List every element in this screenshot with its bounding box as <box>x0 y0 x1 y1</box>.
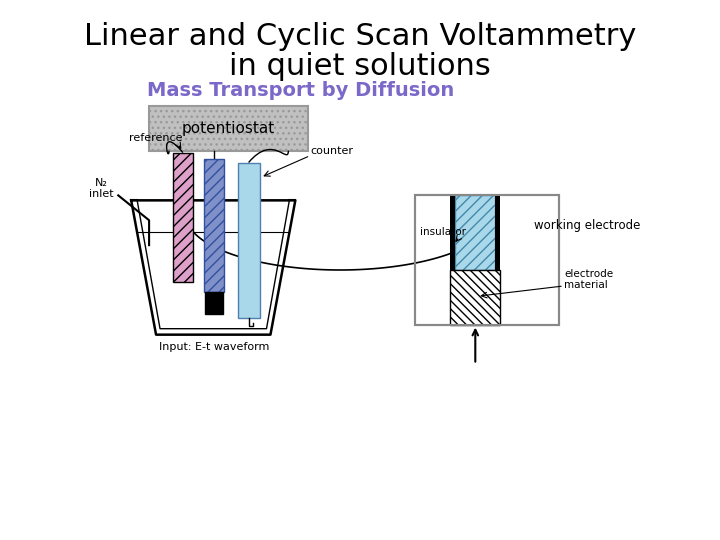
Bar <box>451 195 456 271</box>
Bar <box>415 195 559 325</box>
Text: working electrode: working electrode <box>534 219 641 232</box>
Text: in quiet solutions: in quiet solutions <box>229 51 491 80</box>
Text: Mass Transport by Diffusion: Mass Transport by Diffusion <box>147 82 454 100</box>
Text: electrode
material: electrode material <box>564 269 613 291</box>
Text: counter: counter <box>310 146 354 156</box>
Text: Linear and Cyclic Scan Voltammetry: Linear and Cyclic Scan Voltammetry <box>84 22 636 51</box>
Bar <box>451 271 500 325</box>
Bar <box>456 195 495 271</box>
Bar <box>415 195 559 325</box>
Bar <box>204 292 222 314</box>
Bar <box>495 195 500 271</box>
Text: insulator: insulator <box>420 227 466 237</box>
Bar <box>238 163 259 318</box>
Bar <box>149 106 308 151</box>
Text: Input: E-t waveform: Input: E-t waveform <box>158 342 269 352</box>
Text: potentiostat: potentiostat <box>182 121 275 136</box>
Text: N₂
inlet: N₂ inlet <box>89 178 114 199</box>
Bar <box>204 159 224 292</box>
Bar <box>173 153 193 282</box>
Text: reference: reference <box>130 133 183 143</box>
